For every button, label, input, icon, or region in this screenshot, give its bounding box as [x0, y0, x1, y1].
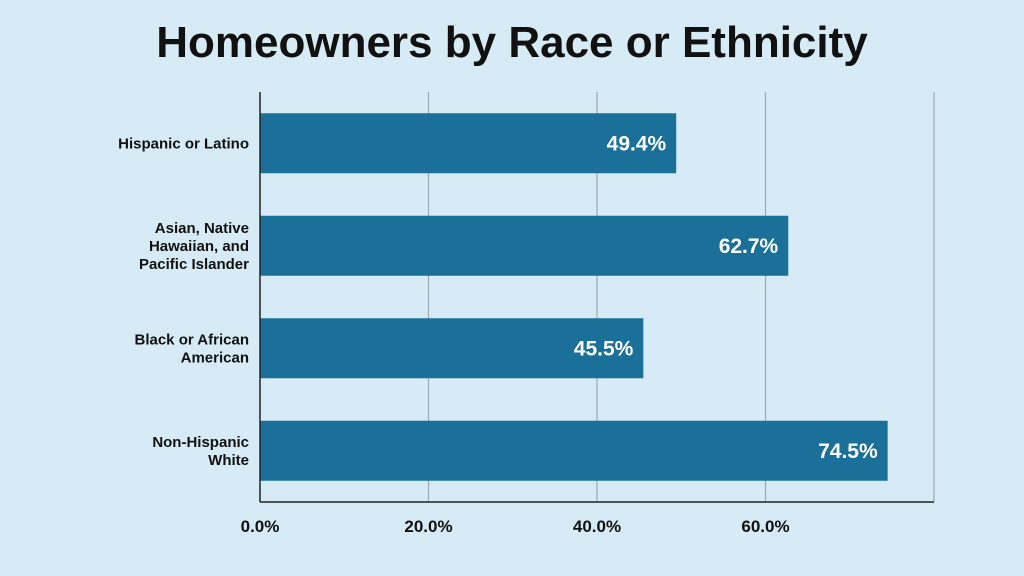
- chart-title: Homeowners by Race or Ethnicity: [156, 18, 868, 67]
- x-tick-label-1: 20.0%: [404, 517, 452, 536]
- bar-3: [260, 420, 888, 481]
- value-label-3: 74.5%: [818, 440, 878, 463]
- value-label-1: 62.7%: [719, 235, 779, 258]
- category-label-0: Hispanic or Latino: [118, 135, 249, 152]
- value-label-0: 49.4%: [607, 132, 667, 155]
- category-label-2: Black or African American: [135, 331, 250, 366]
- x-tick-label-0: 0.0%: [241, 517, 280, 536]
- bar-0: [260, 113, 677, 174]
- bar-1: [260, 215, 789, 276]
- category-label-3: Non-Hispanic White: [152, 434, 249, 469]
- value-label-2: 45.5%: [574, 337, 634, 360]
- bar-2: [260, 318, 644, 379]
- x-tick-label-3: 60.0%: [741, 517, 789, 536]
- x-tick-label-2: 40.0%: [573, 517, 621, 536]
- category-label-1: Asian, Native Hawaiian, and Pacific Island…: [139, 220, 249, 273]
